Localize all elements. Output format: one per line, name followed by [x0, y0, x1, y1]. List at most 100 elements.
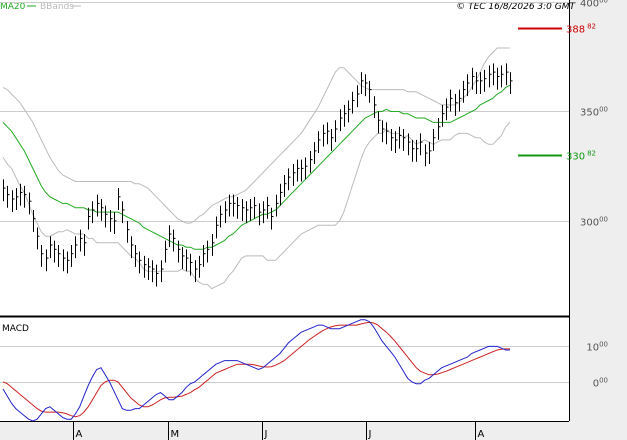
ohlc-bar: [459, 89, 462, 112]
ohlc-bar: [41, 244, 44, 267]
ohlc-bar: [182, 247, 185, 270]
price-tick-label: 35000: [580, 106, 608, 119]
ohlc-bar: [24, 185, 27, 208]
legend-bbands: BBands: [40, 2, 74, 12]
bollinger-bands: [2, 47, 511, 290]
ohlc-bar: [237, 196, 240, 219]
ohlc-bar: [450, 89, 453, 112]
ohlc-bar: [416, 139, 419, 162]
ohlc-bar: [199, 255, 202, 278]
ohlc-bar: [46, 249, 49, 272]
ohlc-bar: [276, 194, 279, 217]
ohlc-bar: [467, 74, 470, 97]
ohlc-bar: [207, 240, 210, 263]
ohlc-bar: [50, 236, 53, 259]
support-level-label: 330 82: [566, 150, 596, 163]
resistance-level-label: 388 82: [566, 23, 596, 36]
ohlc-bar: [455, 93, 458, 116]
ohlc-bar: [310, 150, 313, 173]
ohlc-bar: [246, 201, 249, 224]
ohlc-bar: [429, 142, 432, 164]
ohlc-bar: [348, 100, 351, 123]
ohlc-bar: [131, 236, 134, 259]
ohlc-bar: [161, 260, 164, 283]
price-plot-area: [0, 13, 569, 315]
ohlc-bar: [250, 199, 253, 221]
ohlc-bar: [3, 179, 6, 202]
ohlc-bar: [280, 183, 283, 206]
ohlc-bar: [340, 109, 343, 132]
ohlc-bar: [323, 124, 326, 147]
ohlc-bar: [101, 199, 104, 221]
ohlc-bar: [195, 260, 198, 283]
ohlc-bar: [361, 72, 364, 94]
ohlc-bar: [493, 63, 496, 86]
ohlc-bar: [97, 194, 100, 217]
ohlc-bar: [271, 207, 274, 230]
ohlc-bars: [3, 63, 513, 287]
ohlc-bar: [88, 207, 91, 230]
ohlc-bar: [433, 128, 436, 151]
ohlc-bar: [75, 236, 78, 259]
time-tick-label: A: [76, 429, 83, 440]
ohlc-bar: [476, 72, 479, 94]
ohlc-bar: [501, 65, 504, 88]
macd-tick-label: 000: [593, 377, 608, 390]
ohlc-bar: [263, 201, 266, 224]
ohlc-bar: [386, 122, 389, 145]
time-tick-label: A: [478, 429, 485, 440]
ohlc-bar: [395, 131, 398, 154]
ohlc-bar: [497, 67, 500, 90]
ohlc-bar: [20, 183, 23, 206]
ohlc-bar: [135, 244, 138, 267]
ohlc-bar: [420, 133, 423, 156]
ohlc-bar: [293, 164, 296, 186]
ohlc-bar: [335, 120, 338, 143]
bband-lower-line: [2, 122, 511, 290]
ohlc-bar: [242, 199, 245, 221]
ohlc-bar: [63, 249, 66, 272]
ohlc-bar: [357, 85, 360, 108]
ohlc-bar: [173, 229, 176, 252]
ohlc-bar: [58, 244, 61, 267]
macd-title: MACD: [2, 324, 29, 334]
macd-plot-area: [0, 318, 569, 421]
ohlc-bar: [284, 174, 287, 197]
ohlc-bar: [80, 229, 83, 252]
ohlc-bar: [71, 244, 74, 267]
macd-axis-ticks: 1000 000: [586, 341, 608, 390]
ohlc-bar: [229, 194, 232, 217]
price-tick-label: 30000: [580, 216, 608, 229]
ohlc-bar: [127, 220, 130, 243]
ohlc-bar: [382, 120, 385, 143]
price-tick-label: 40000: [580, 0, 608, 10]
ohlc-bar: [254, 196, 257, 219]
ohlc-bar: [118, 188, 121, 210]
ohlc-bar: [446, 98, 449, 121]
ohlc-bar: [37, 227, 40, 250]
ohlc-bar: [16, 188, 19, 210]
ohlc-bar: [365, 74, 368, 97]
ohlc-bar: [156, 264, 159, 287]
ohlc-bar: [489, 65, 492, 88]
ohlc-bar: [378, 111, 381, 134]
macd-tick-label: 1000: [586, 341, 608, 354]
ohlc-bar: [297, 159, 300, 182]
ohlc-bar: [352, 91, 355, 114]
ohlc-bar: [225, 201, 228, 224]
ohlc-bar: [148, 258, 151, 280]
support-resistance-levels: 388 82 330 82: [518, 23, 596, 163]
ohlc-bar: [318, 131, 321, 154]
ohlc-bar: [33, 209, 36, 232]
ohlc-bar: [267, 196, 270, 219]
axis-panel-right: [569, 0, 627, 440]
ohlc-bar: [54, 240, 57, 263]
ohlc-bar: [92, 201, 95, 224]
ohlc-bar: [122, 201, 125, 224]
ohlc-bar: [12, 190, 15, 213]
ohlc-bar: [463, 80, 466, 103]
ohlc-bar: [403, 128, 406, 151]
ohlc-bar: [29, 192, 32, 215]
ohlc-bar: [369, 80, 372, 103]
